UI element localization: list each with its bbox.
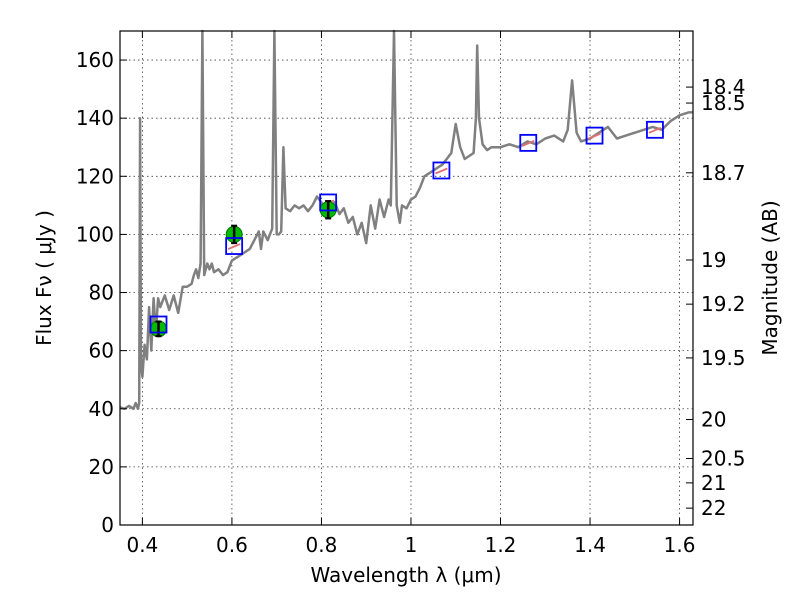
mag-tick-label: 19.5 xyxy=(701,346,746,370)
y-tick-label: 0 xyxy=(101,513,114,537)
mag-tick-label: 18.5 xyxy=(701,91,746,115)
spectrum-line xyxy=(119,29,693,411)
mag-tick-label: 20 xyxy=(701,408,726,432)
model-box xyxy=(519,133,538,152)
x-tick-label: 1.2 xyxy=(485,533,517,557)
y-tick-label: 120 xyxy=(76,164,114,188)
y-tick-label: 140 xyxy=(76,106,114,130)
model-box xyxy=(225,237,244,255)
model-box xyxy=(432,161,451,180)
y-axis-label-left: Flux Fν ( μJy ) xyxy=(32,210,56,346)
y-tick-label: 60 xyxy=(89,339,114,363)
model-box-trace xyxy=(435,167,448,175)
y-axis-label-right: Magnitude (AB) xyxy=(758,200,782,355)
y-tick-label: 20 xyxy=(89,455,114,479)
mag-tick-label: 21 xyxy=(701,471,726,495)
spectrum-layer xyxy=(119,29,693,411)
x-tick-label: 0.6 xyxy=(216,533,248,557)
mag-tick-label: 22 xyxy=(701,496,726,520)
model-box-trace xyxy=(521,140,535,147)
x-tick-label: 1.4 xyxy=(574,533,606,557)
y-tick-label: 80 xyxy=(89,281,114,305)
mag-tick-label: 19 xyxy=(701,248,726,272)
y-tick-label: 160 xyxy=(76,48,114,72)
ticks-layer: 0.4 0.6 0.8 1 1.2 1.4 1.6 0 20 40 60 80 100 120 140 160… xyxy=(76,31,746,557)
model-box-trace xyxy=(588,132,601,140)
model-box xyxy=(646,120,664,139)
x-axis-label: Wavelength λ (μm) xyxy=(310,563,501,587)
x-tick-label: 0.4 xyxy=(126,533,158,557)
model-box xyxy=(149,315,168,334)
model-box xyxy=(319,193,338,212)
x-tick-label: 0.8 xyxy=(306,533,338,557)
x-tick-label: 1.6 xyxy=(664,533,696,557)
points-layer xyxy=(149,120,664,338)
y-tick-label: 100 xyxy=(76,222,114,246)
grid xyxy=(120,31,693,526)
model-box-trace xyxy=(227,243,241,250)
x-tick-label: 1 xyxy=(405,533,418,557)
plot-frame xyxy=(119,30,694,526)
mag-tick-label: 18.4 xyxy=(701,75,746,99)
model-box xyxy=(585,126,604,145)
mag-tick-label: 20.5 xyxy=(701,446,746,470)
mag-tick-label: 18.7 xyxy=(701,161,746,185)
y-tick-label: 40 xyxy=(89,397,114,421)
mag-tick-label: 19.2 xyxy=(701,292,746,316)
model-box-trace xyxy=(648,126,662,134)
